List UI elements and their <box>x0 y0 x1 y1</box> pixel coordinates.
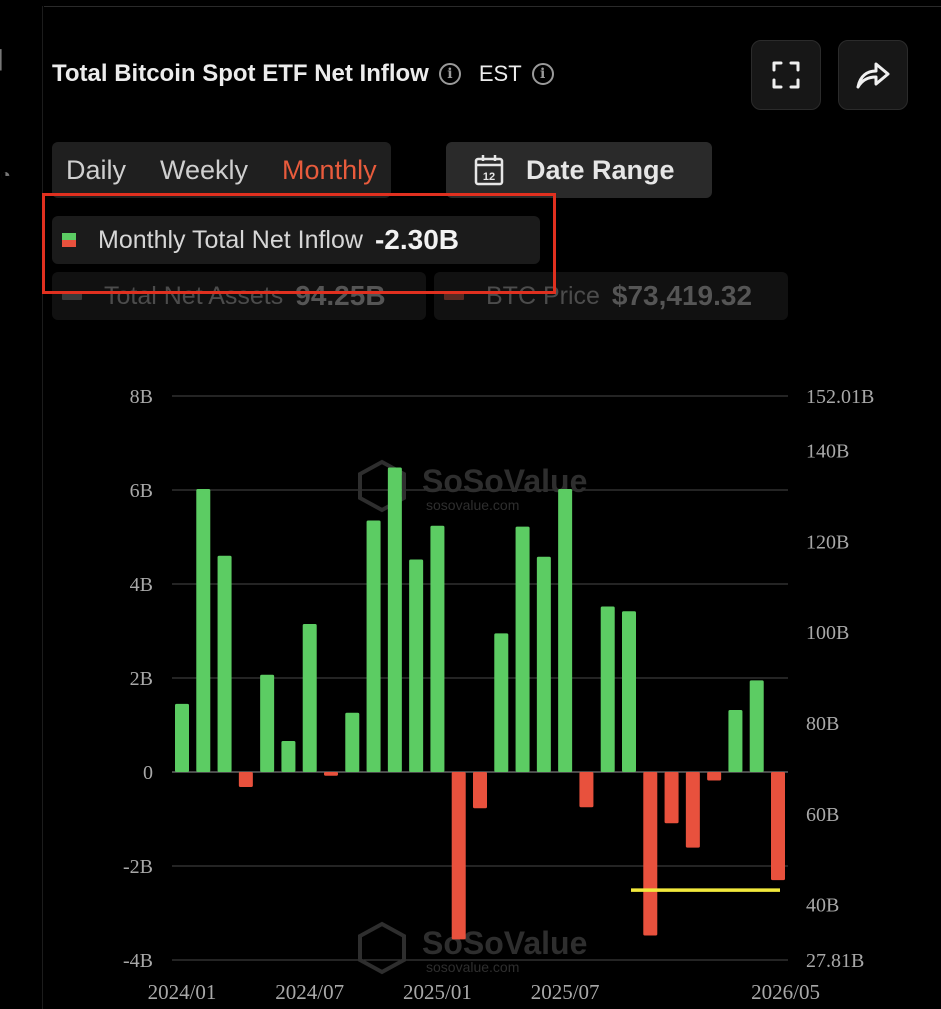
x-axis: 2024/01 2024/07 2025/01 2025/07 2026/05 <box>148 980 820 1004</box>
x-tick-label: 2026/05 <box>751 980 820 1004</box>
share-button[interactable] <box>838 40 908 110</box>
watermark-site: sosovalue.com <box>426 959 519 975</box>
y-right-tick-label: 60B <box>806 804 839 826</box>
bar-2025/10 <box>622 611 636 772</box>
legend-value: $73,419.32 <box>611 280 753 311</box>
fullscreen-button[interactable] <box>751 40 821 110</box>
watermark-brand: SoSoValue <box>422 925 587 961</box>
y-right-tick-label: 40B <box>806 895 839 917</box>
bar-2024/06 <box>281 740 296 772</box>
bar-2025/03 <box>473 772 487 809</box>
y-right-tick-label: 120B <box>806 531 849 553</box>
legend-value: -2.30B <box>374 224 459 255</box>
bar-2025/04 <box>494 633 509 772</box>
legend-swatch <box>62 233 76 247</box>
top-divider <box>44 6 941 7</box>
timezone-label: EST <box>478 61 522 86</box>
calendar-icon-day: 12 <box>483 171 495 183</box>
bar-2025/06 <box>536 556 551 772</box>
bar-2024/01 <box>175 703 189 772</box>
y-right-tick-label: 100B <box>806 622 849 644</box>
left-divider <box>42 6 43 1009</box>
y-right-tick-label: 80B <box>806 713 839 735</box>
tab-monthly[interactable]: Monthly <box>282 154 377 185</box>
bar-2024/05 <box>260 674 275 772</box>
chart-title-text: Total Bitcoin Spot ETF Net Inflow <box>52 60 429 87</box>
interval-tabs: Daily Weekly Monthly <box>52 142 391 198</box>
y-left-tick-label: 2B <box>130 668 153 690</box>
bar-2024/09 <box>345 712 360 772</box>
watermark-logo-icon <box>358 921 406 975</box>
y-axis-left: 8B 6B 4B 2B 0 -2B -4B <box>123 386 153 972</box>
y-right-tick-label: 152.01B <box>806 386 874 408</box>
calendar-icon: 12 <box>474 155 504 186</box>
date-range-label: Date Range <box>526 154 675 185</box>
bar-2026/02 <box>707 772 722 781</box>
bar-2024/11 <box>387 467 402 772</box>
bar-2024/08 <box>324 772 338 776</box>
y-left-tick-label: 4B <box>130 574 153 596</box>
date-range-button[interactable]: 12 Date Range <box>446 142 712 198</box>
tab-weekly[interactable]: Weekly <box>160 154 249 185</box>
x-tick-label: 2025/01 <box>403 980 472 1004</box>
fullscreen-icon <box>772 61 800 89</box>
legend-swatch <box>444 292 464 300</box>
bar-2026/01 <box>685 772 700 848</box>
x-tick-label: 2025/07 <box>531 980 600 1004</box>
y-axis-right: 152.01B 140B 120B 100B 80B 60B 40B 27.81B <box>806 386 874 972</box>
edge-fragment-icon: ▏ <box>0 50 14 70</box>
legend-btc-price[interactable]: BTC Price $73,419.32 <box>434 272 788 320</box>
y-left-tick-label: 8B <box>130 386 153 408</box>
legend-net-inflow[interactable]: Monthly Total Net Inflow -2.30B <box>52 216 540 264</box>
share-icon <box>856 62 890 89</box>
chart-title: Total Bitcoin Spot ETF Net Inflow i EST … <box>52 60 554 88</box>
bar-2024/03 <box>217 555 232 772</box>
bar-2026/04 <box>749 680 764 772</box>
x-tick-label: 2024/01 <box>148 980 217 1004</box>
legend-label: BTC Price <box>486 281 600 310</box>
y-left-tick-label: -2B <box>123 856 153 878</box>
bar-2024/10 <box>366 520 381 772</box>
legend-label: Monthly Total Net Inflow <box>98 225 363 254</box>
legend-swatch <box>62 292 82 300</box>
bar-2025/08 <box>579 772 594 808</box>
bar-2025/07 <box>558 489 573 772</box>
bar-2024/07 <box>302 623 317 772</box>
bar-2024/04 <box>238 772 253 788</box>
legend-total-assets[interactable]: Total Net Assets 94.25B <box>52 272 426 320</box>
edge-fragment-icon: ◔ <box>0 165 11 185</box>
x-tick-label: 2024/07 <box>275 980 344 1004</box>
bar-2025/02 <box>451 772 466 940</box>
bar-series <box>175 467 785 940</box>
watermark-site: sosovalue.com <box>426 497 519 513</box>
bar-2024/12 <box>409 559 424 772</box>
bar-2025/05 <box>515 526 530 772</box>
tab-daily[interactable]: Daily <box>66 154 127 185</box>
bar-2024/02 <box>196 489 211 772</box>
y-left-tick-label: 0 <box>143 762 153 784</box>
watermark-logo-icon <box>358 459 406 513</box>
annotation-box <box>42 193 556 294</box>
bar-2026/03 <box>728 709 743 772</box>
legend-value: 94.25B <box>295 280 386 311</box>
bar-2026/05 <box>771 772 785 881</box>
info-icon[interactable]: i <box>438 63 461 85</box>
legend-label: Total Net Assets <box>104 281 284 310</box>
timezone-info-icon[interactable]: i <box>531 63 554 85</box>
bar-2025/01 <box>430 525 445 772</box>
y-left-tick-label: -4B <box>123 950 153 972</box>
y-left-tick-label: 6B <box>130 480 153 502</box>
bar-2025/09 <box>600 606 615 772</box>
y-right-tick-label: 140B <box>806 441 849 463</box>
bar-2025/11 <box>643 772 658 936</box>
bar-2025/12 <box>664 772 679 824</box>
y-right-tick-label: 27.81B <box>806 950 864 972</box>
